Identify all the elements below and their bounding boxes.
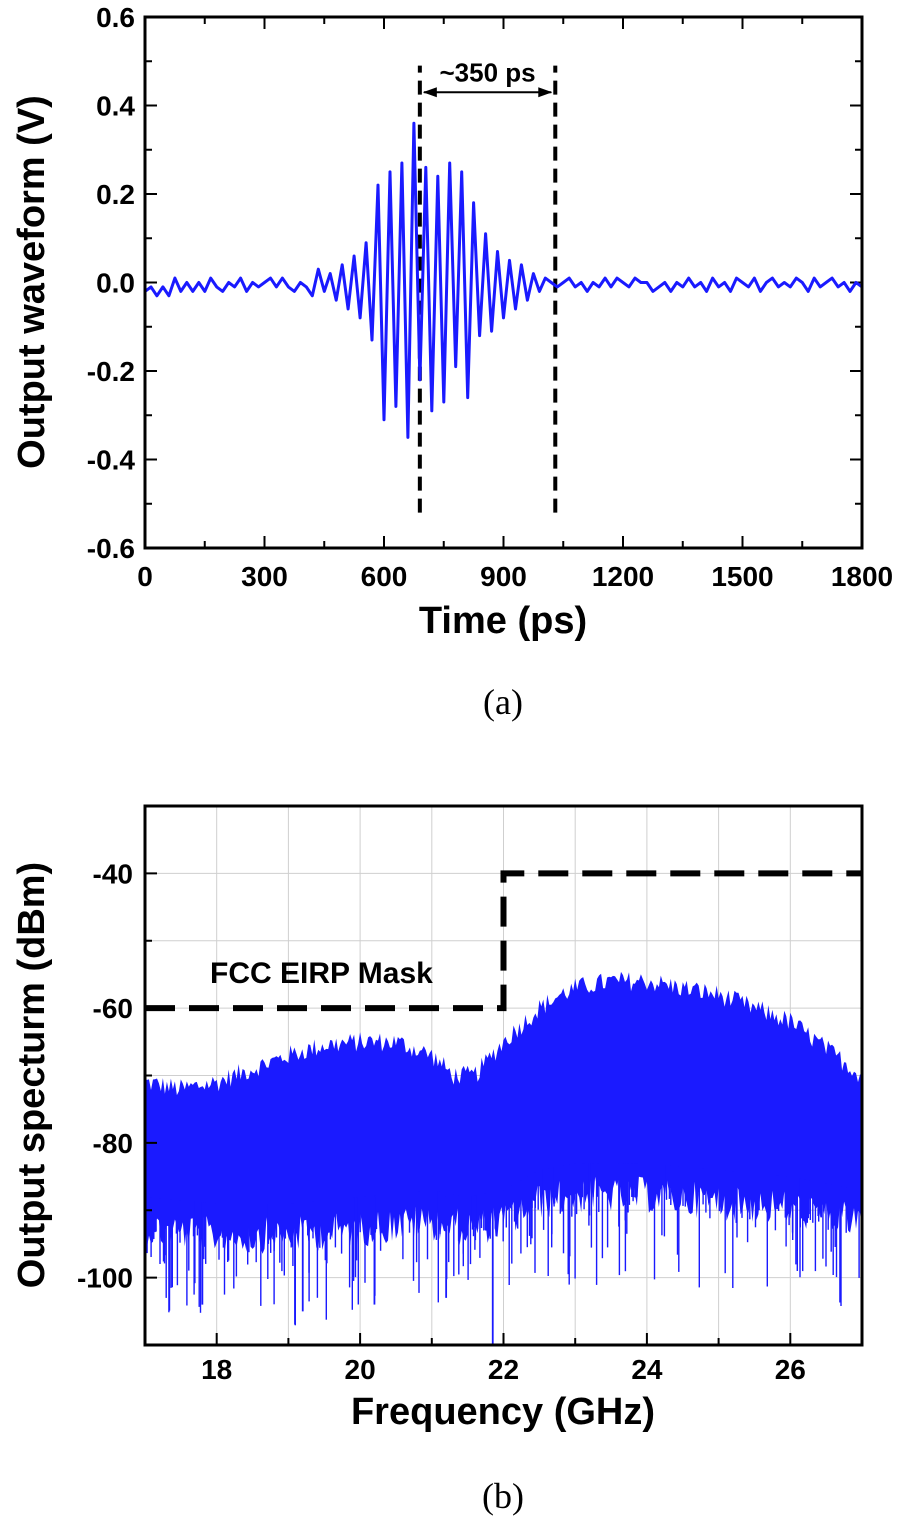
spectrum-spikes [146, 1163, 863, 1345]
x-tick-label: 1500 [711, 561, 773, 592]
waveform-panel: ~350 ps 0 300 600 900 1200 1500 1800 0.6 0.4 0.2… [11, 2, 893, 722]
panel-b-caption: (b) [482, 1476, 524, 1516]
x-tick-label: 18 [201, 1354, 232, 1385]
x-tick-label: 24 [631, 1354, 663, 1385]
x-tick-label: 300 [241, 561, 288, 592]
y-tick-label: 0.0 [96, 268, 135, 299]
y-tick-label: -60 [93, 993, 133, 1024]
x-tick-label: 900 [480, 561, 527, 592]
panel-a-caption: (a) [483, 682, 523, 722]
x-tick-label: 22 [488, 1354, 519, 1385]
spectrum-y-axis-title: Output specturm (dBm) [11, 862, 53, 1288]
x-tick-label: 26 [775, 1354, 806, 1385]
pulse-width-annotation: ~350 ps [417, 58, 558, 513]
arrowhead-right-icon [538, 87, 553, 98]
fcc-eirp-mask-label: FCC EIRP Mask [210, 957, 433, 990]
waveform-x-tick-labels: 0 300 600 900 1200 1500 1800 [137, 561, 893, 592]
spectrum-x-tick-labels: 18 20 22 24 26 [201, 1354, 806, 1385]
y-tick-label: 0.4 [96, 91, 135, 122]
y-tick-label: -80 [93, 1128, 133, 1159]
fcc-eirp-mask-line [145, 870, 862, 1012]
x-tick-label: 20 [345, 1354, 376, 1385]
x-tick-label: 1200 [592, 561, 654, 592]
y-tick-label: -0.2 [87, 356, 135, 387]
spectrum-x-axis-title: Frequency (GHz) [351, 1391, 655, 1433]
spectrum-y-tick-labels: -40 -60 -80 -100 [77, 858, 133, 1293]
y-tick-label: 0.2 [96, 179, 135, 210]
y-tick-label: -0.6 [87, 533, 135, 564]
x-tick-label: 1800 [831, 561, 893, 592]
y-tick-label: 0.6 [96, 2, 135, 33]
waveform-x-axis-title: Time (ps) [419, 600, 587, 642]
waveform-plot-frame [143, 15, 864, 550]
y-tick-label: -100 [77, 1263, 133, 1294]
spectrum-ticks [144, 805, 863, 1346]
waveform-y-axis-title: Output waveform (V) [11, 95, 53, 469]
y-tick-label: -0.4 [87, 445, 136, 476]
waveform-series-line [144, 121, 863, 439]
y-tick-label: -40 [93, 858, 133, 889]
arrowhead-left-icon [422, 87, 437, 98]
x-tick-label: 600 [361, 561, 408, 592]
spectrum-panel: FCC EIRP Mask 18 20 22 24 26 -40 -60 -80 -100 F… [11, 804, 864, 1516]
x-tick-label: 0 [137, 561, 153, 592]
waveform-y-tick-labels: 0.6 0.4 0.2 0.0 -0.2 -0.4 -0.6 [87, 2, 136, 564]
pulse-width-label: ~350 ps [439, 58, 535, 88]
